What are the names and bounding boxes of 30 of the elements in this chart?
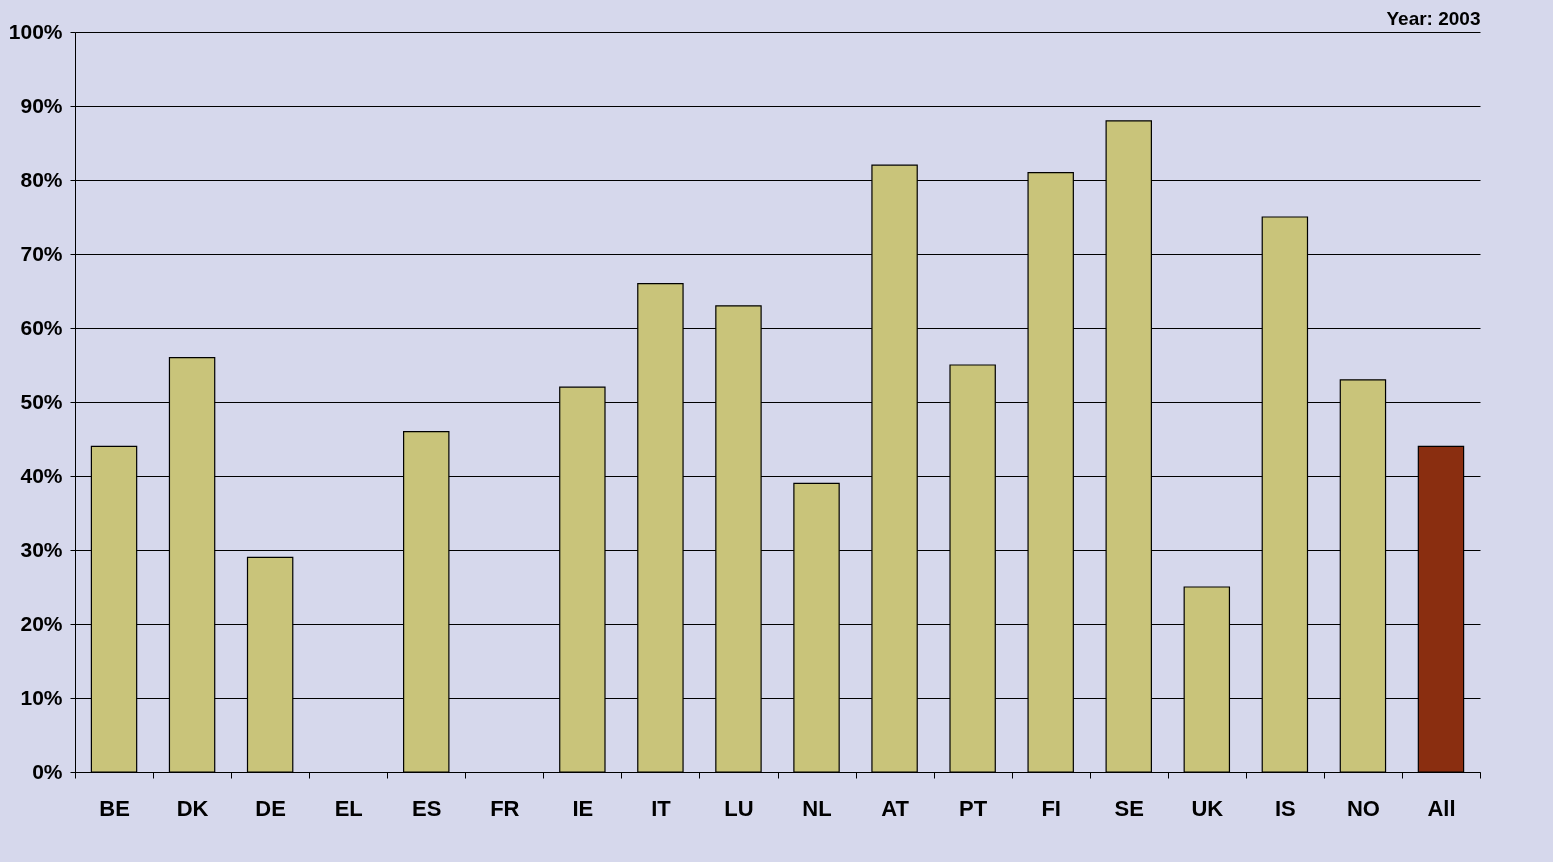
x-tick-label: ES [412,795,442,821]
y-tick-label: 20% [20,611,63,635]
y-tick-label: 50% [20,389,63,413]
x-tick-label: IS [1274,795,1296,821]
x-tick-label: DK [176,795,209,821]
x-tick-label: FR [490,795,520,821]
x-tick-label: NL [802,795,832,821]
x-tick-label: PT [959,795,988,821]
x-tick-label: NO [1346,795,1380,821]
x-tick-label: LU [724,795,754,821]
x-tick-label: AT [881,795,910,821]
y-tick-label: 30% [20,537,63,561]
y-tick-label: 0% [32,759,63,783]
x-tick-label: UK [1191,795,1224,821]
x-tick-label: FI [1041,795,1061,821]
x-tick-label: All [1427,795,1456,821]
y-tick-label: 10% [20,685,63,709]
x-tick-label: BE [99,795,130,821]
y-tick-label: 60% [20,315,63,339]
x-tick-label: DE [255,795,286,821]
x-tick-label: IT [651,795,672,821]
y-tick-label: 80% [20,167,63,191]
text: Year: 2003 [1386,8,1481,29]
x-tick-label: IE [572,795,594,821]
y-tick-label: 90% [20,93,63,117]
y-tick-label: 100% [8,19,63,43]
x-tick-label: EL [334,795,363,821]
y-tick-label: 70% [20,241,63,265]
x-tick-label: SE [1114,795,1144,821]
y-tick-label: 40% [20,463,63,487]
